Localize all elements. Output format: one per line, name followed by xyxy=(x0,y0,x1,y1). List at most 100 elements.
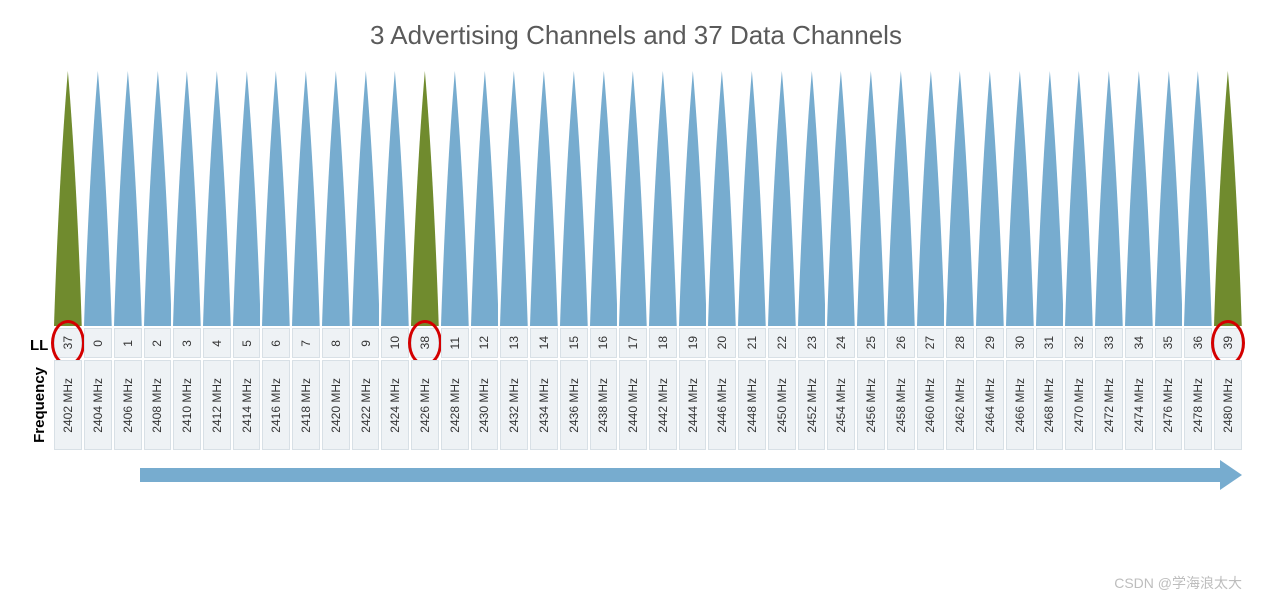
data-channel-peak xyxy=(1155,71,1183,326)
arrow-head-icon xyxy=(1220,460,1242,490)
channel-peak-icon xyxy=(857,71,885,326)
data-channel-peak xyxy=(233,71,261,326)
data-channel-peak xyxy=(173,71,201,326)
ll-value: 4 xyxy=(210,340,224,347)
frequency-cell: 2460 MHz xyxy=(917,360,945,450)
data-channel-peak xyxy=(471,71,499,326)
data-channel-peak xyxy=(679,71,707,326)
channel-peak-icon xyxy=(292,71,320,326)
data-channel-peak xyxy=(1125,71,1153,326)
y-label-ll: LL xyxy=(30,330,48,360)
adv-channel-peak xyxy=(411,71,439,326)
ll-cell: 8 xyxy=(322,328,350,358)
ll-cell: 19 xyxy=(679,328,707,358)
ll-value: 11 xyxy=(448,337,462,349)
frequency-value: 2418 MHz xyxy=(299,378,313,433)
ll-value: 1 xyxy=(121,340,135,347)
frequency-cell: 2440 MHz xyxy=(619,360,647,450)
frequency-cell: 2436 MHz xyxy=(560,360,588,450)
ll-cell: 15 xyxy=(560,328,588,358)
ll-cell: 14 xyxy=(530,328,558,358)
frequency-value: 2438 MHz xyxy=(596,378,610,433)
frequency-cell: 2430 MHz xyxy=(471,360,499,450)
y-label-frequency: Frequency xyxy=(30,360,48,450)
channel-peak-icon xyxy=(471,71,499,326)
frequency-cell: 2408 MHz xyxy=(144,360,172,450)
frequency-cell: 2462 MHz xyxy=(946,360,974,450)
ll-cell: 28 xyxy=(946,328,974,358)
frequency-cell: 2470 MHz xyxy=(1065,360,1093,450)
ll-cell: 35 xyxy=(1155,328,1183,358)
frequency-cell: 2410 MHz xyxy=(173,360,201,450)
ll-cell: 30 xyxy=(1006,328,1034,358)
frequency-value: 2422 MHz xyxy=(359,378,373,433)
ll-value: 29 xyxy=(983,336,997,349)
ll-cell: 9 xyxy=(352,328,380,358)
channel-peak-icon xyxy=(619,71,647,326)
ll-cell: 22 xyxy=(768,328,796,358)
frequency-value: 2466 MHz xyxy=(1013,378,1027,433)
ll-cell: 21 xyxy=(738,328,766,358)
frequency-cell: 2414 MHz xyxy=(233,360,261,450)
channel-peak-icon xyxy=(798,71,826,326)
frequency-cell: 2464 MHz xyxy=(976,360,1004,450)
ll-value: 21 xyxy=(745,336,759,349)
ll-value: 18 xyxy=(656,336,670,349)
channel-peak-icon xyxy=(262,71,290,326)
channel-peak-icon xyxy=(708,71,736,326)
ll-cell: 4 xyxy=(203,328,231,358)
ll-value: 5 xyxy=(240,340,254,347)
ll-cell: 23 xyxy=(798,328,826,358)
channel-peak-icon xyxy=(1065,71,1093,326)
ll-cell: 0 xyxy=(84,328,112,358)
ll-cell: 34 xyxy=(1125,328,1153,358)
ll-cell: 20 xyxy=(708,328,736,358)
ll-value: 12 xyxy=(477,336,491,349)
ll-cell: 29 xyxy=(976,328,1004,358)
ll-value: 7 xyxy=(299,340,313,347)
frequency-value: 2408 MHz xyxy=(150,378,164,433)
data-channel-peak xyxy=(827,71,855,326)
frequency-cell: 2416 MHz xyxy=(262,360,290,450)
ll-value: 30 xyxy=(1013,336,1027,349)
ll-value: 39 xyxy=(1221,336,1235,349)
channel-peak-icon xyxy=(144,71,172,326)
frequency-value: 2446 MHz xyxy=(715,378,729,433)
channel-peak-icon xyxy=(1095,71,1123,326)
frequency-value: 2424 MHz xyxy=(388,378,402,433)
ll-cell: 18 xyxy=(649,328,677,358)
data-channel-peak xyxy=(441,71,469,326)
frequency-value: 2440 MHz xyxy=(626,378,640,433)
frequency-value: 2472 MHz xyxy=(1102,378,1116,433)
channel-peak-icon xyxy=(352,71,380,326)
chart-body: 3701234567891038111213141516171819202122… xyxy=(54,71,1242,450)
frequency-arrow xyxy=(140,464,1242,486)
frequency-value: 2406 MHz xyxy=(121,378,135,433)
ll-cell: 33 xyxy=(1095,328,1123,358)
ll-value: 8 xyxy=(329,340,343,347)
ll-value: 25 xyxy=(864,336,878,349)
frequency-cell: 2432 MHz xyxy=(500,360,528,450)
ll-cell: 38 xyxy=(411,328,439,358)
frequency-cell: 2474 MHz xyxy=(1125,360,1153,450)
frequency-cell: 2452 MHz xyxy=(798,360,826,450)
chart-title: 3 Advertising Channels and 37 Data Chann… xyxy=(30,20,1242,51)
frequency-value: 2460 MHz xyxy=(923,378,937,433)
channel-peak-icon xyxy=(322,71,350,326)
data-channel-peak xyxy=(1184,71,1212,326)
ll-value: 28 xyxy=(953,336,967,349)
channel-peak-icon xyxy=(173,71,201,326)
data-channel-peak xyxy=(976,71,1004,326)
ll-value: 37 xyxy=(61,336,75,349)
frequency-cell: 2412 MHz xyxy=(203,360,231,450)
frequency-cell: 2438 MHz xyxy=(590,360,618,450)
frequency-cell: 2434 MHz xyxy=(530,360,558,450)
channel-peak-icon xyxy=(233,71,261,326)
frequency-value: 2410 MHz xyxy=(180,378,194,433)
channel-peak-icon xyxy=(441,71,469,326)
frequency-cell: 2478 MHz xyxy=(1184,360,1212,450)
adv-channel-peak xyxy=(54,71,82,326)
ll-value: 19 xyxy=(686,336,700,349)
frequency-cell: 2476 MHz xyxy=(1155,360,1183,450)
data-channel-peak xyxy=(768,71,796,326)
